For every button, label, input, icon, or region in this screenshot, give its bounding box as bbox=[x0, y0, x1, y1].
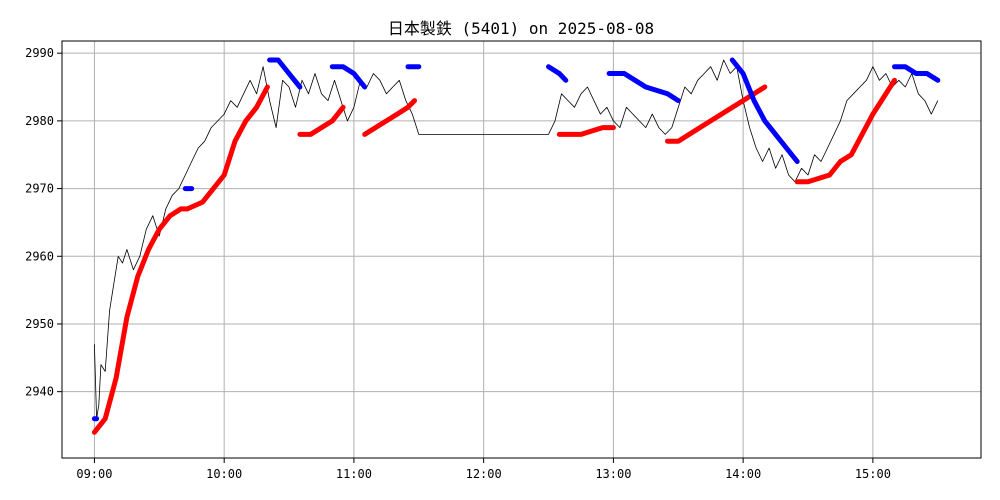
trend-lines bbox=[91, 57, 941, 435]
chart-title: 日本製鉄 (5401) on 2025-08-08 bbox=[388, 19, 654, 38]
x-tick-label: 11:00 bbox=[336, 467, 372, 481]
x-tick-label: 09:00 bbox=[76, 467, 112, 481]
rising-trend-line bbox=[297, 104, 346, 137]
x-tick-label: 10:00 bbox=[206, 467, 242, 481]
y-tick-label: 2960 bbox=[25, 249, 54, 263]
price-series-line bbox=[94, 59, 939, 420]
falling-trend-line bbox=[267, 57, 303, 90]
rising-trend-line bbox=[184, 84, 270, 212]
y-tick-label: 2950 bbox=[25, 317, 54, 331]
grid bbox=[62, 41, 981, 458]
price-line bbox=[94, 59, 939, 420]
falling-trend-line bbox=[546, 64, 569, 83]
falling-trend-line bbox=[729, 57, 800, 164]
x-tick-label: 12:00 bbox=[466, 467, 502, 481]
falling-trend-line bbox=[606, 71, 681, 104]
x-tick-label: 15:00 bbox=[855, 467, 891, 481]
plot-frame bbox=[61, 40, 982, 459]
x-axis: 09:00 10:00 11:00 12:00 13:00 14:00 15:00 bbox=[76, 458, 891, 481]
rising-trend-line bbox=[91, 206, 190, 435]
falling-trend-line bbox=[329, 64, 368, 90]
y-axis: 2940 2950 2960 2970 2980 2990 bbox=[25, 46, 62, 399]
rising-trend-line bbox=[665, 84, 768, 144]
x-tick-label: 14:00 bbox=[725, 467, 761, 481]
x-tick-label: 13:00 bbox=[595, 467, 631, 481]
rising-trend-line bbox=[362, 98, 417, 137]
y-tick-label: 2990 bbox=[25, 46, 54, 60]
rising-trend-line bbox=[556, 125, 616, 137]
rising-trend-line bbox=[794, 77, 897, 185]
falling-trend-line bbox=[892, 64, 941, 83]
y-tick-label: 2940 bbox=[25, 385, 54, 399]
y-tick-label: 2980 bbox=[25, 114, 54, 128]
y-tick-label: 2970 bbox=[25, 182, 54, 196]
